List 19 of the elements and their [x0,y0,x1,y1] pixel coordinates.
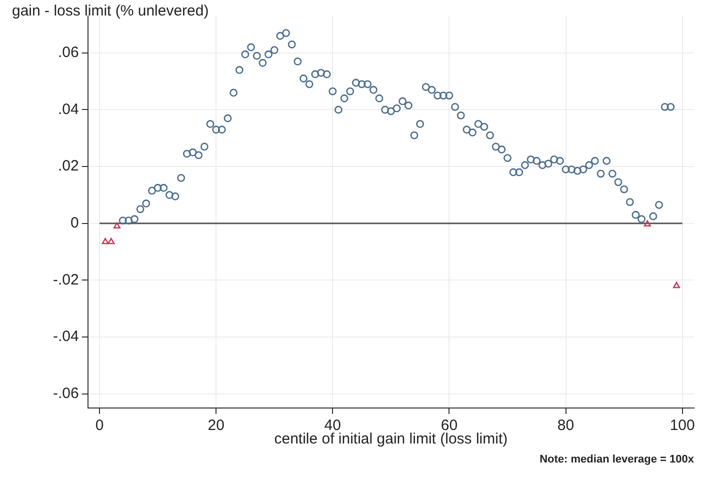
x-tick-label: 80 [557,417,574,434]
point [644,220,651,227]
y-tick-label: -.06 [52,384,79,402]
point [113,222,120,229]
x-tick-label: 20 [208,417,224,434]
point [102,238,109,244]
y-tick-label: -.02 [52,271,79,288]
y-tick-label: .04 [58,100,79,118]
point [673,282,680,288]
y-tick-label: .06 [58,44,79,62]
y-tick-label: .02 [58,158,79,175]
point [108,238,115,244]
x-axis-title: centile of initial gain limit (loss limit) [274,430,508,448]
x-tick-label: 100 [670,417,695,434]
text: Note: median leverage = 100x [540,454,695,466]
y-tick-label: -.04 [52,328,79,346]
y-tick-label: 0 [70,214,79,232]
x-tick-label: 0 [95,417,104,434]
y-axis-title: gain - loss limit (% unlevered) [12,2,209,20]
